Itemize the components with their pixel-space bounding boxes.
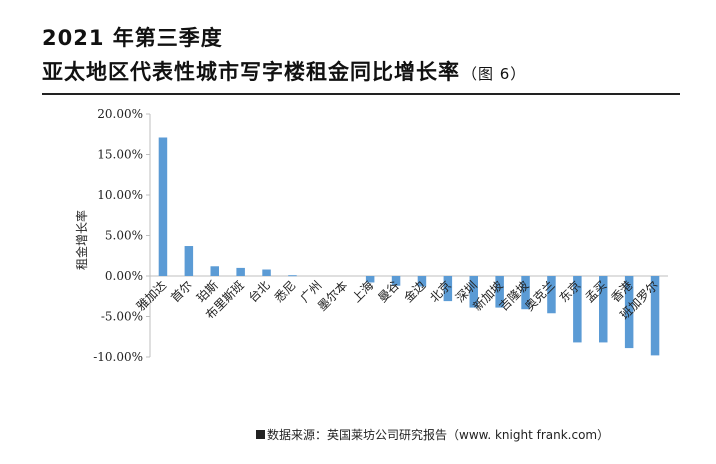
chart-title-line2: 亚太地区代表性城市写字楼租金同比增长率 （图 6）: [42, 56, 526, 86]
y-axis-label: 租金增长率: [74, 210, 89, 270]
bar-班加罗尔: [650, 276, 660, 356]
bar-北京: [443, 276, 453, 302]
chart-title-text: 亚太地区代表性城市写字楼租金同比增长率: [42, 60, 460, 84]
bar-珀斯: [210, 266, 219, 276]
chart-title-line1: 2021 年第三季度: [42, 26, 223, 50]
source-square-icon: [256, 430, 265, 439]
source-text: 数据来源：英国莱坊公司研究报告（www. knight frank.com）: [267, 428, 610, 442]
y-tick-label: -10.00%: [93, 350, 143, 364]
bar-布里斯班: [236, 267, 245, 276]
bar-奥克兰: [547, 276, 556, 314]
bar-曼谷: [391, 276, 401, 286]
bar-雅加达: [158, 137, 168, 276]
y-tick-label: -5.00%: [101, 310, 143, 324]
figure-note: （图 6）: [462, 65, 527, 83]
y-tick-label: 20.00%: [97, 107, 143, 121]
bar-东京: [573, 276, 582, 343]
bar-吉隆坡: [521, 276, 530, 310]
x-tick-label: 悉尼: [272, 278, 299, 305]
source-note: 数据来源：英国莱坊公司研究报告（www. knight frank.com）: [256, 426, 609, 443]
x-tick-label: 首尔: [167, 278, 195, 306]
y-tick-label: 5.00%: [105, 229, 143, 243]
bar-首尔: [184, 246, 194, 276]
x-tick-label: 台北: [245, 278, 273, 306]
bar-悉尼: [288, 275, 297, 277]
bar-新加坡: [495, 276, 504, 308]
bar-香港: [624, 276, 634, 349]
y-tick-label: 10.00%: [97, 188, 143, 202]
bar-上海: [365, 276, 375, 283]
bar-台北: [262, 269, 271, 276]
y-tick-label: 15.00%: [97, 148, 143, 162]
bar-金边: [417, 276, 427, 287]
x-tick-label: 墨尔本: [314, 278, 350, 314]
y-tick-label: 0.00%: [105, 269, 143, 283]
bar-深圳: [469, 276, 478, 308]
bar-孟买: [599, 276, 608, 343]
title-divider: [42, 93, 680, 95]
